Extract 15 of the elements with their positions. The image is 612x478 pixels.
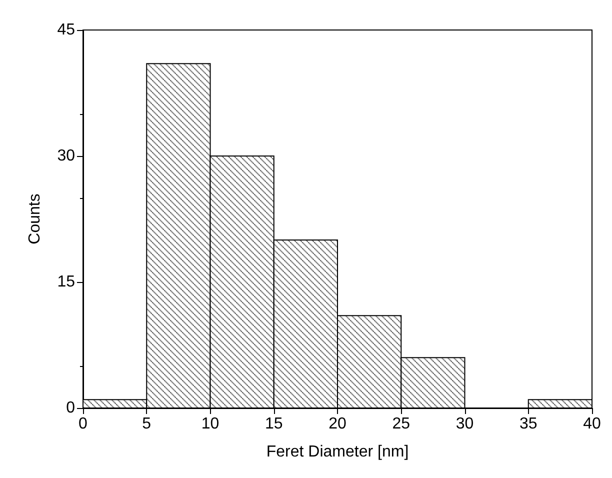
x-axis-title: Feret Diameter [nm] [266,444,409,460]
x-tick-label: 30 [456,416,474,432]
y-tick-label: 0 [66,400,76,416]
y-axis-title: Counts [26,194,44,244]
y-tick-label: 15 [57,274,76,290]
x-tick-label: 5 [142,416,152,432]
x-tick-label: 20 [328,416,346,432]
x-tick-label: 0 [78,416,88,432]
y-tick-label: 30 [57,148,76,164]
x-tick-label: 15 [264,416,283,432]
x-tick-label: 35 [519,416,538,432]
x-tick-label: 10 [201,416,220,432]
x-tick-label: 25 [392,416,410,432]
x-tick-label: 40 [583,416,601,432]
y-tick-label: 45 [57,22,76,38]
